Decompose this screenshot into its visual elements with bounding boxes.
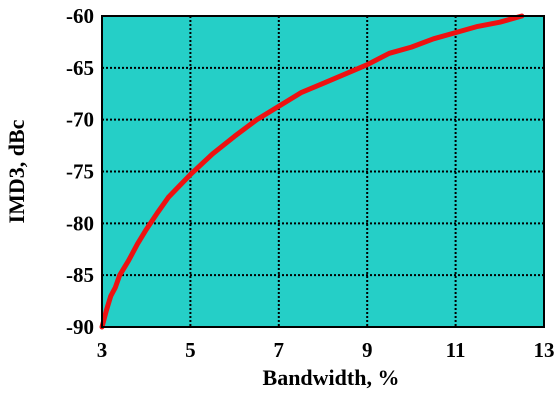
series-line — [99, 13, 525, 330]
y-axis-title: IMD3, dBc — [4, 119, 29, 223]
x-tick-label: 11 — [446, 338, 466, 362]
gridlines — [102, 16, 544, 327]
y-tick-label: -70 — [66, 108, 94, 132]
x-tick-label: 13 — [534, 338, 555, 362]
y-tick-label: -80 — [66, 211, 94, 235]
x-tick-label: 9 — [362, 338, 373, 362]
y-tick-label: -60 — [66, 4, 94, 28]
x-tick-label: 5 — [185, 338, 196, 362]
y-tick-label: -75 — [66, 160, 94, 184]
y-tick-label: -85 — [66, 263, 94, 287]
y-tick-label: -65 — [66, 56, 94, 80]
x-axis-ticks: 3 5 7 9 11 13 — [97, 338, 555, 362]
x-tick-label: 7 — [274, 338, 285, 362]
plot-frame — [101, 15, 545, 328]
x-axis-title: Bandwidth, % — [263, 365, 400, 390]
x-tick-label: 3 — [97, 338, 108, 362]
y-axis-ticks: -60 -65 -70 -75 -80 -85 -90 — [66, 4, 94, 339]
y-tick-label: -90 — [66, 315, 94, 339]
